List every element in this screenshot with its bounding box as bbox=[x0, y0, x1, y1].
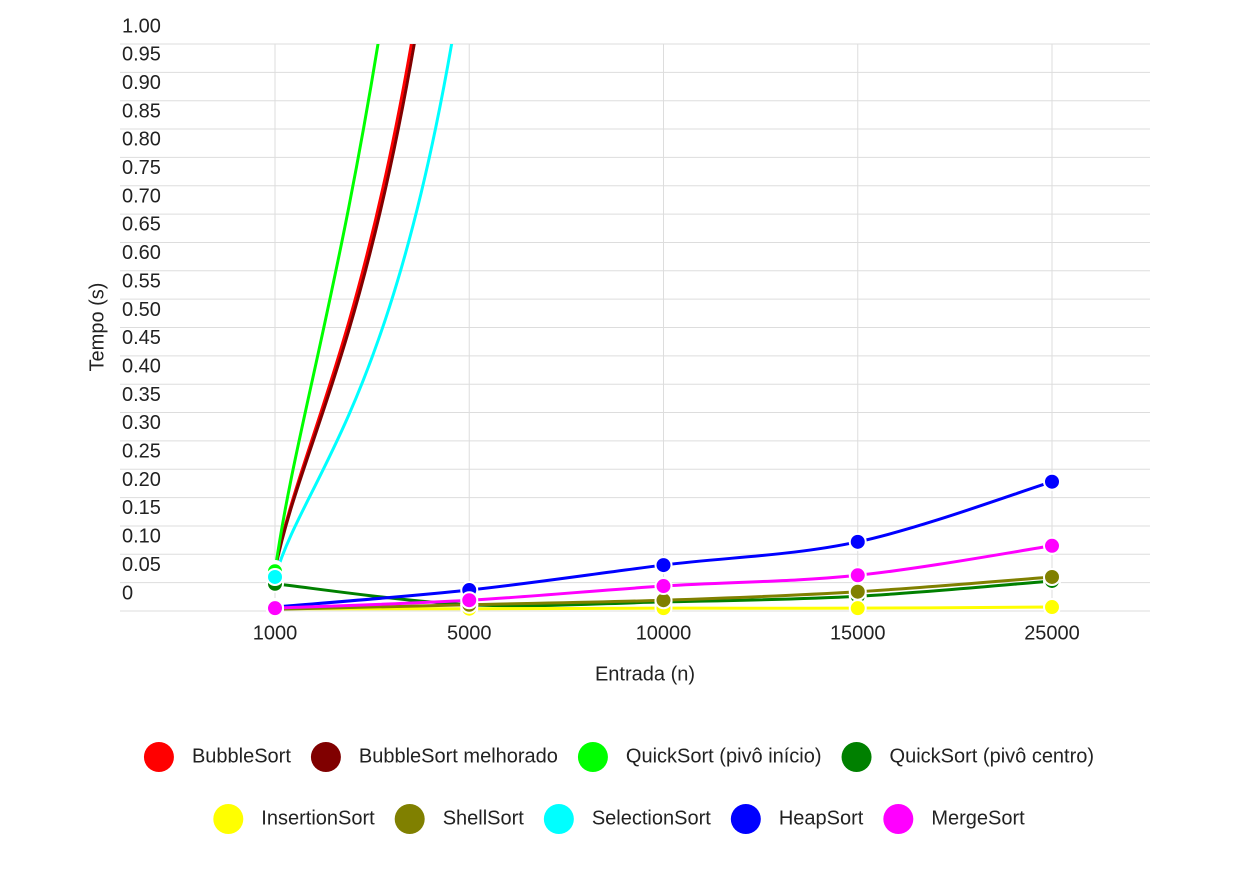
y-tick-label: 0.40 bbox=[122, 355, 161, 377]
y-tick-label: 0.50 bbox=[122, 299, 161, 321]
x-axis-title: Entrada (n) bbox=[595, 663, 695, 685]
y-tick-label: 0.20 bbox=[122, 469, 161, 491]
y-tick-label: 0.75 bbox=[122, 157, 161, 179]
y-tick-label: 0.15 bbox=[122, 497, 161, 519]
grid: 0 0.05 0.10 0.15 0.20 0.25 0.30 0.35 0.40 0.45 0.5… bbox=[120, 15, 1150, 644]
y-tick-label: 0 bbox=[122, 582, 133, 604]
plot-area bbox=[266, 44, 1061, 619]
legend-item: SelectionSort bbox=[543, 804, 711, 834]
data-point bbox=[848, 566, 867, 585]
legend-swatch bbox=[143, 742, 174, 772]
legend-item: QuickSort (pivô centro) bbox=[841, 742, 1095, 772]
legend-swatch bbox=[841, 742, 872, 772]
data-point bbox=[1043, 598, 1061, 617]
y-tick-label: 0.45 bbox=[122, 327, 161, 349]
legend-item: QuickSort (pivô início) bbox=[577, 742, 822, 772]
x-tick-label: 1000 bbox=[253, 622, 298, 644]
legend-label: ShellSort bbox=[443, 807, 525, 829]
legend-swatch bbox=[543, 804, 574, 834]
legend-swatch bbox=[394, 804, 425, 834]
legend-label: SelectionSort bbox=[592, 807, 711, 829]
legend-label: MergeSort bbox=[931, 807, 1025, 829]
legend-item: HeapSort bbox=[730, 804, 864, 834]
data-point bbox=[266, 567, 284, 586]
y-tick-label: 0.90 bbox=[122, 72, 161, 94]
legend-label: QuickSort (pivô início) bbox=[626, 745, 822, 767]
x-tick-label: 10000 bbox=[636, 622, 692, 644]
data-point bbox=[1043, 567, 1061, 586]
legend-swatch bbox=[310, 742, 341, 772]
y-tick-label: 0.25 bbox=[122, 441, 161, 463]
legend-label: QuickSort (pivô centro) bbox=[890, 745, 1095, 767]
legend-label: BubbleSort melhorado bbox=[359, 745, 558, 767]
legend-item: BubbleSort melhorado bbox=[310, 742, 558, 772]
legend-label: InsertionSort bbox=[261, 807, 375, 829]
x-tick-label: 15000 bbox=[830, 622, 886, 644]
data-point bbox=[848, 532, 867, 551]
y-axis-title: Tempo (s) bbox=[86, 283, 108, 372]
x-tick-label: 25000 bbox=[1024, 622, 1080, 644]
data-point bbox=[848, 599, 867, 618]
legend-item: InsertionSort bbox=[213, 804, 375, 834]
legend-item: ShellSort bbox=[394, 804, 525, 834]
data-point bbox=[654, 556, 673, 575]
data-point bbox=[1043, 536, 1061, 555]
y-tick-label: 0.55 bbox=[122, 270, 161, 292]
data-point bbox=[460, 591, 479, 610]
legend: BubbleSort BubbleSort melhorado QuickSort … bbox=[143, 742, 1095, 834]
data-point bbox=[654, 577, 673, 596]
y-tick-label: 0.35 bbox=[122, 384, 161, 406]
legend-label: HeapSort bbox=[779, 807, 864, 829]
legend-swatch bbox=[883, 804, 914, 834]
y-tick-label: 0.30 bbox=[122, 412, 161, 434]
y-tick-label: 0.60 bbox=[122, 242, 161, 264]
legend-swatch bbox=[730, 804, 761, 834]
legend-item: BubbleSort bbox=[143, 742, 291, 772]
legend-label: BubbleSort bbox=[192, 745, 291, 767]
y-tick-label: 0.95 bbox=[122, 44, 161, 66]
legend-swatch bbox=[577, 742, 608, 772]
data-point bbox=[848, 582, 867, 601]
y-tick-label: 0.70 bbox=[122, 185, 161, 207]
legend-swatch bbox=[213, 804, 244, 834]
data-point bbox=[266, 599, 284, 618]
y-tick-label: 0.80 bbox=[122, 129, 161, 151]
y-tick-label: 0.65 bbox=[122, 214, 161, 236]
y-tick-label: 0.85 bbox=[122, 100, 161, 122]
y-tick-label: 1.00 bbox=[122, 15, 161, 37]
y-tick-label: 0.05 bbox=[122, 554, 161, 576]
data-point bbox=[1043, 472, 1061, 491]
x-tick-label: 5000 bbox=[447, 622, 492, 644]
legend-item: MergeSort bbox=[883, 804, 1025, 834]
y-tick-label: 0.10 bbox=[122, 526, 161, 548]
